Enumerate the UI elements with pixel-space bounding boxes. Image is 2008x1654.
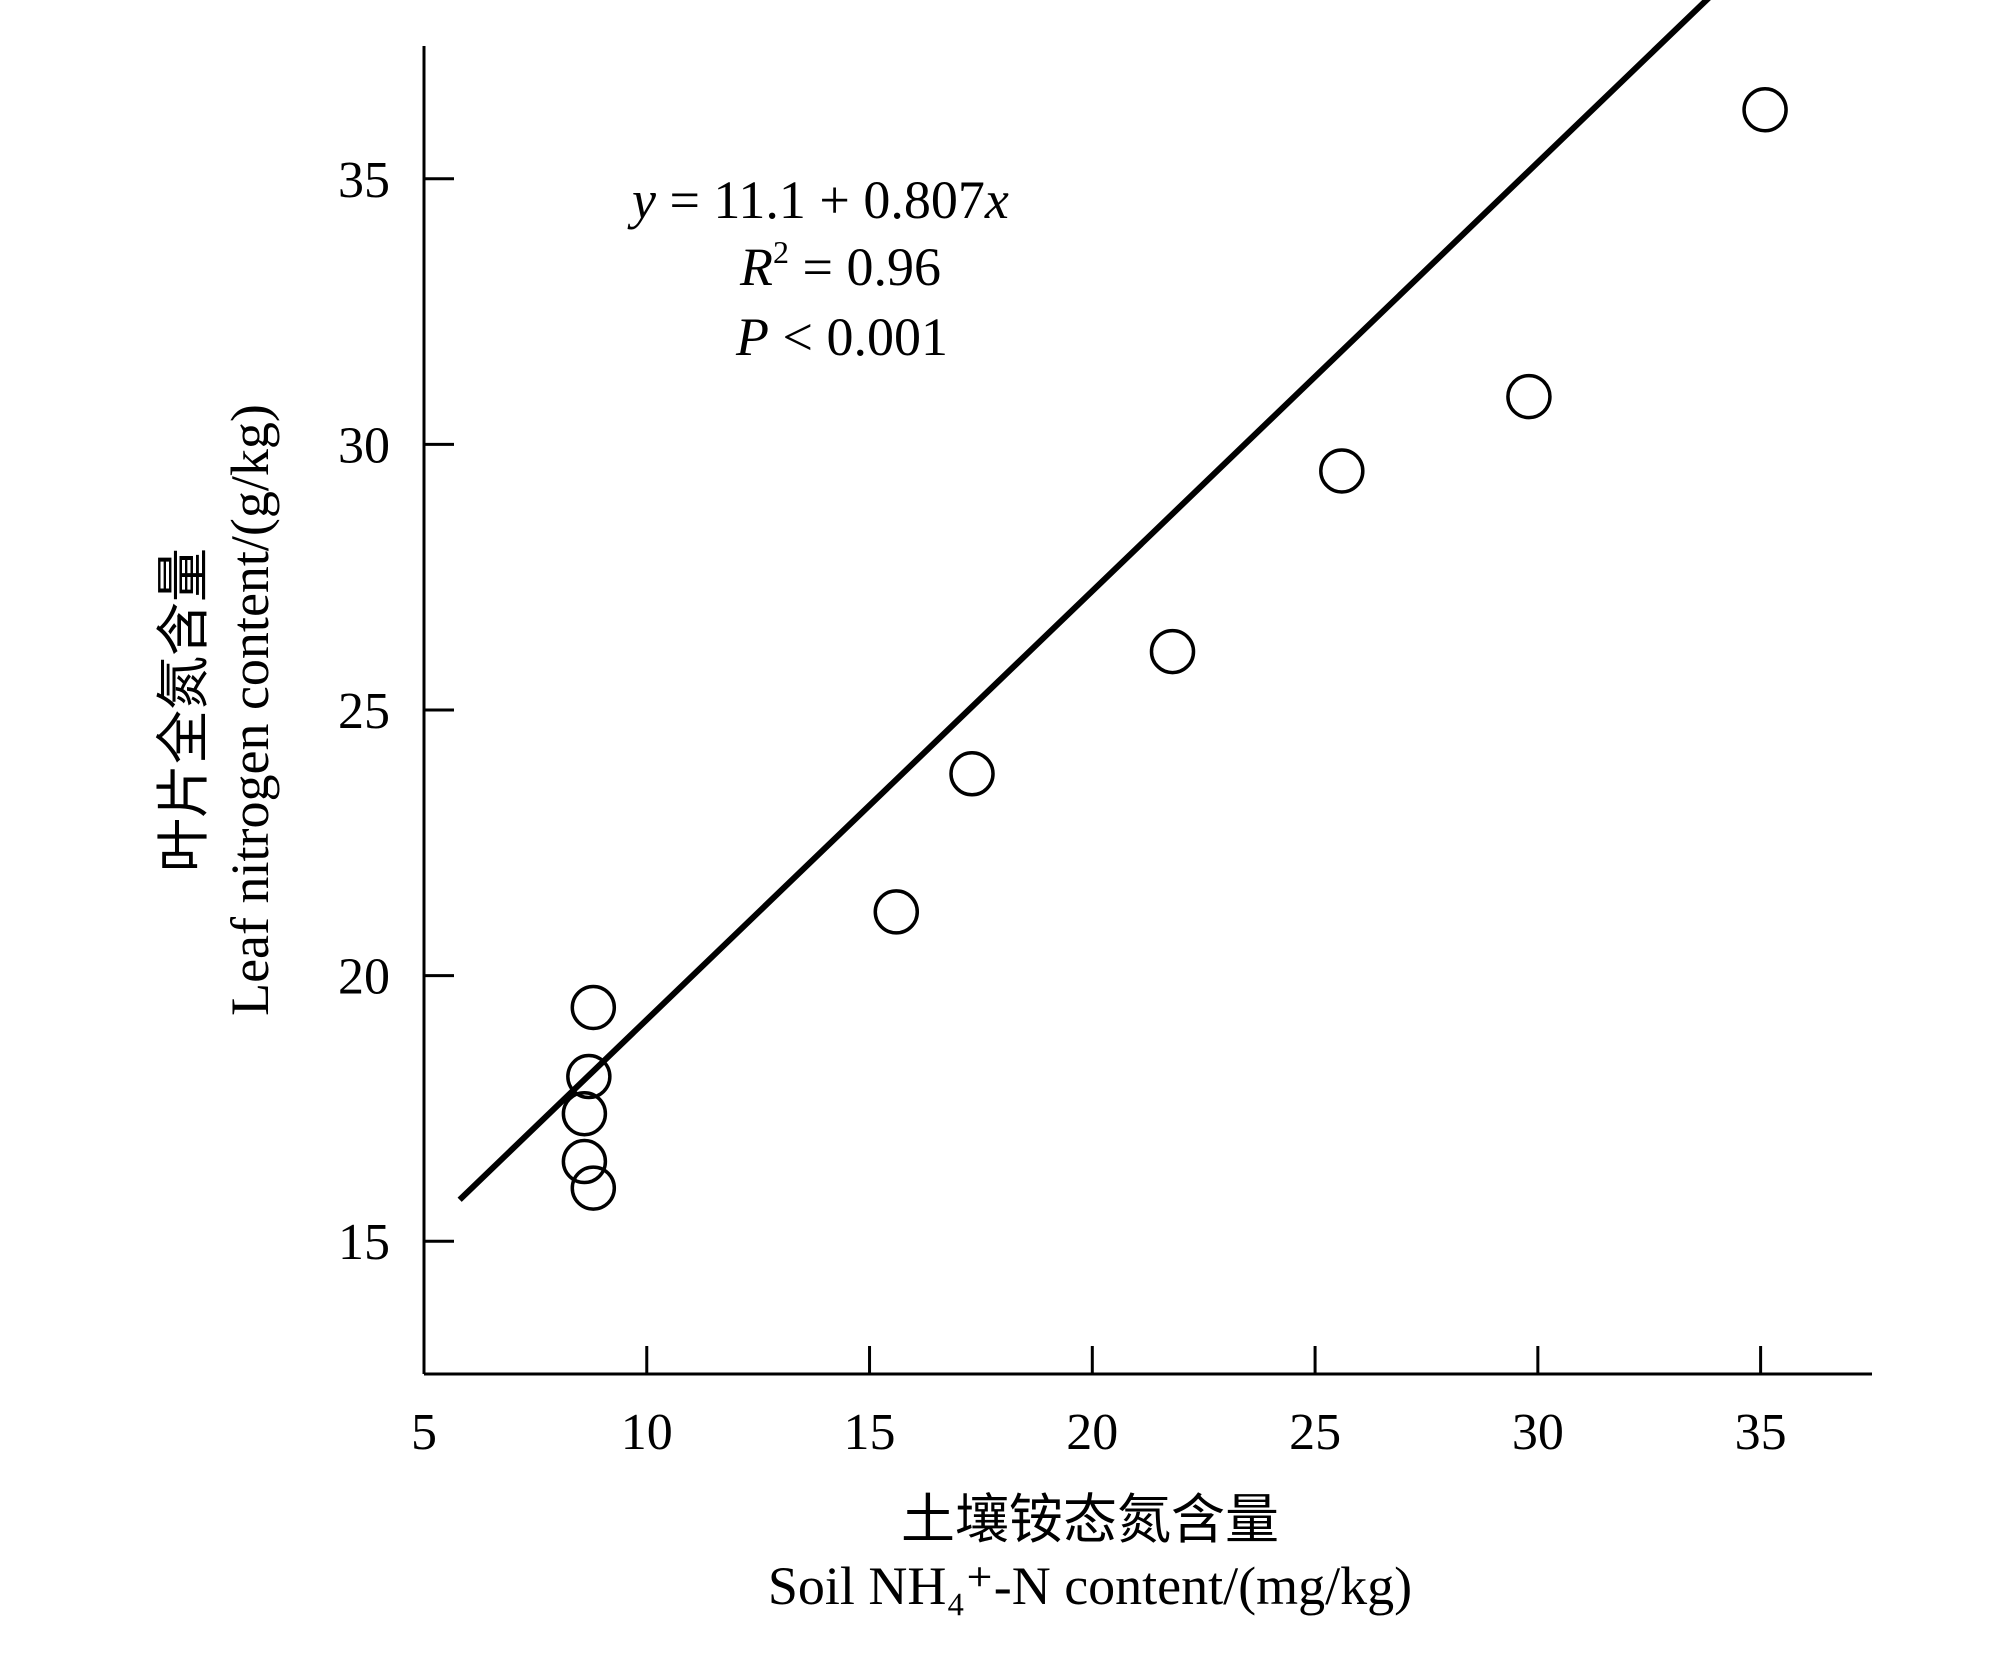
x-tick-label: 35 [1735, 1404, 1787, 1461]
regression-equation: y = 11.1 + 0.807x [627, 170, 1009, 230]
points-layer [561, 86, 1788, 1211]
x-tick-label: 5 [411, 1404, 437, 1461]
y-tick-label: 35 [338, 152, 390, 209]
y-tick-label: 25 [338, 683, 390, 740]
y-tick-label: 30 [338, 417, 390, 474]
x-tick-label: 15 [844, 1404, 896, 1461]
x-tick-label: 20 [1066, 1404, 1118, 1461]
p-value: P < 0.001 [735, 307, 948, 367]
regression-line [457, 0, 1711, 1202]
x-ticks: 5 10 15 20 25 30 35 [411, 1346, 1787, 1461]
data-point [949, 750, 995, 797]
data-point [1506, 373, 1552, 420]
data-point [566, 1053, 612, 1100]
data-point [570, 1165, 617, 1211]
data-point [1149, 628, 1196, 675]
y-tick-label: 20 [338, 949, 390, 1006]
data-point [1742, 86, 1788, 133]
y-tick-label: 15 [338, 1214, 390, 1271]
x-tick-label: 25 [1289, 1404, 1341, 1461]
data-point [561, 1090, 608, 1137]
y-axis-title-en: Leaf nitrogen content/(g/kg) [220, 404, 280, 1016]
data-point [570, 984, 617, 1031]
regression-layer [457, 0, 1711, 1202]
y-axis-title-cn: 叶片全氮含量 [154, 548, 214, 872]
x-axis-title-cn: 土壤铵态氮含量 [901, 1490, 1279, 1550]
y-ticks: 15 20 25 30 35 [338, 152, 454, 1271]
data-point [561, 1138, 608, 1185]
x-tick-label: 10 [621, 1404, 673, 1461]
data-point [873, 889, 920, 935]
data-point [1319, 448, 1365, 494]
x-axis-title-en: Soil NH₄⁺-N content/(mg/kg) [768, 1556, 1412, 1616]
r-squared: R2 = 0.96 [739, 234, 941, 297]
x-tick-label: 30 [1512, 1404, 1564, 1461]
